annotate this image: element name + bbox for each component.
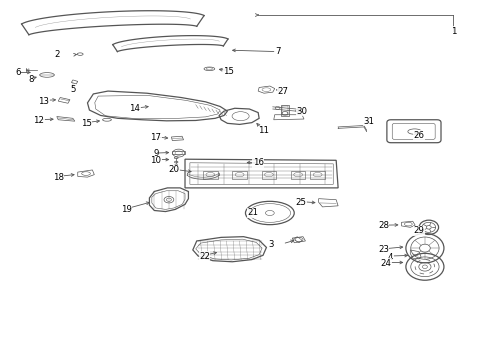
Text: 23: 23 bbox=[377, 246, 388, 255]
Text: 21: 21 bbox=[247, 208, 258, 217]
Text: 9: 9 bbox=[153, 149, 158, 158]
Text: 18: 18 bbox=[53, 173, 63, 182]
Bar bbox=[203, 171, 217, 179]
Text: 7: 7 bbox=[274, 48, 280, 57]
Text: 10: 10 bbox=[150, 156, 161, 165]
Bar bbox=[280, 105, 289, 116]
Text: 6: 6 bbox=[15, 68, 20, 77]
Bar bbox=[281, 106, 288, 115]
Text: 5: 5 bbox=[70, 85, 76, 94]
Text: 20: 20 bbox=[168, 166, 179, 175]
Text: 4: 4 bbox=[387, 253, 393, 262]
Text: 11: 11 bbox=[258, 126, 269, 135]
Text: 30: 30 bbox=[296, 107, 307, 116]
Text: 15: 15 bbox=[81, 119, 91, 128]
Text: 15: 15 bbox=[223, 67, 234, 76]
Text: 27: 27 bbox=[277, 86, 287, 95]
Text: 1: 1 bbox=[450, 27, 456, 36]
Text: 19: 19 bbox=[121, 205, 132, 214]
Bar bbox=[232, 171, 246, 179]
Bar bbox=[290, 171, 305, 179]
Text: 31: 31 bbox=[363, 117, 374, 126]
Text: 16: 16 bbox=[252, 158, 263, 167]
Text: 13: 13 bbox=[38, 96, 49, 105]
Text: 8: 8 bbox=[28, 75, 34, 84]
Bar bbox=[310, 171, 325, 179]
Text: 25: 25 bbox=[294, 198, 305, 207]
Text: 17: 17 bbox=[150, 133, 161, 142]
Text: 22: 22 bbox=[199, 252, 209, 261]
Text: 12: 12 bbox=[33, 116, 44, 125]
Text: 2: 2 bbox=[54, 50, 60, 59]
Text: 14: 14 bbox=[129, 104, 140, 113]
Text: 3: 3 bbox=[268, 240, 273, 249]
Text: 28: 28 bbox=[377, 221, 388, 230]
Text: 24: 24 bbox=[380, 259, 390, 268]
Text: 26: 26 bbox=[413, 131, 424, 140]
Text: 29: 29 bbox=[413, 226, 424, 235]
Bar bbox=[261, 171, 276, 179]
